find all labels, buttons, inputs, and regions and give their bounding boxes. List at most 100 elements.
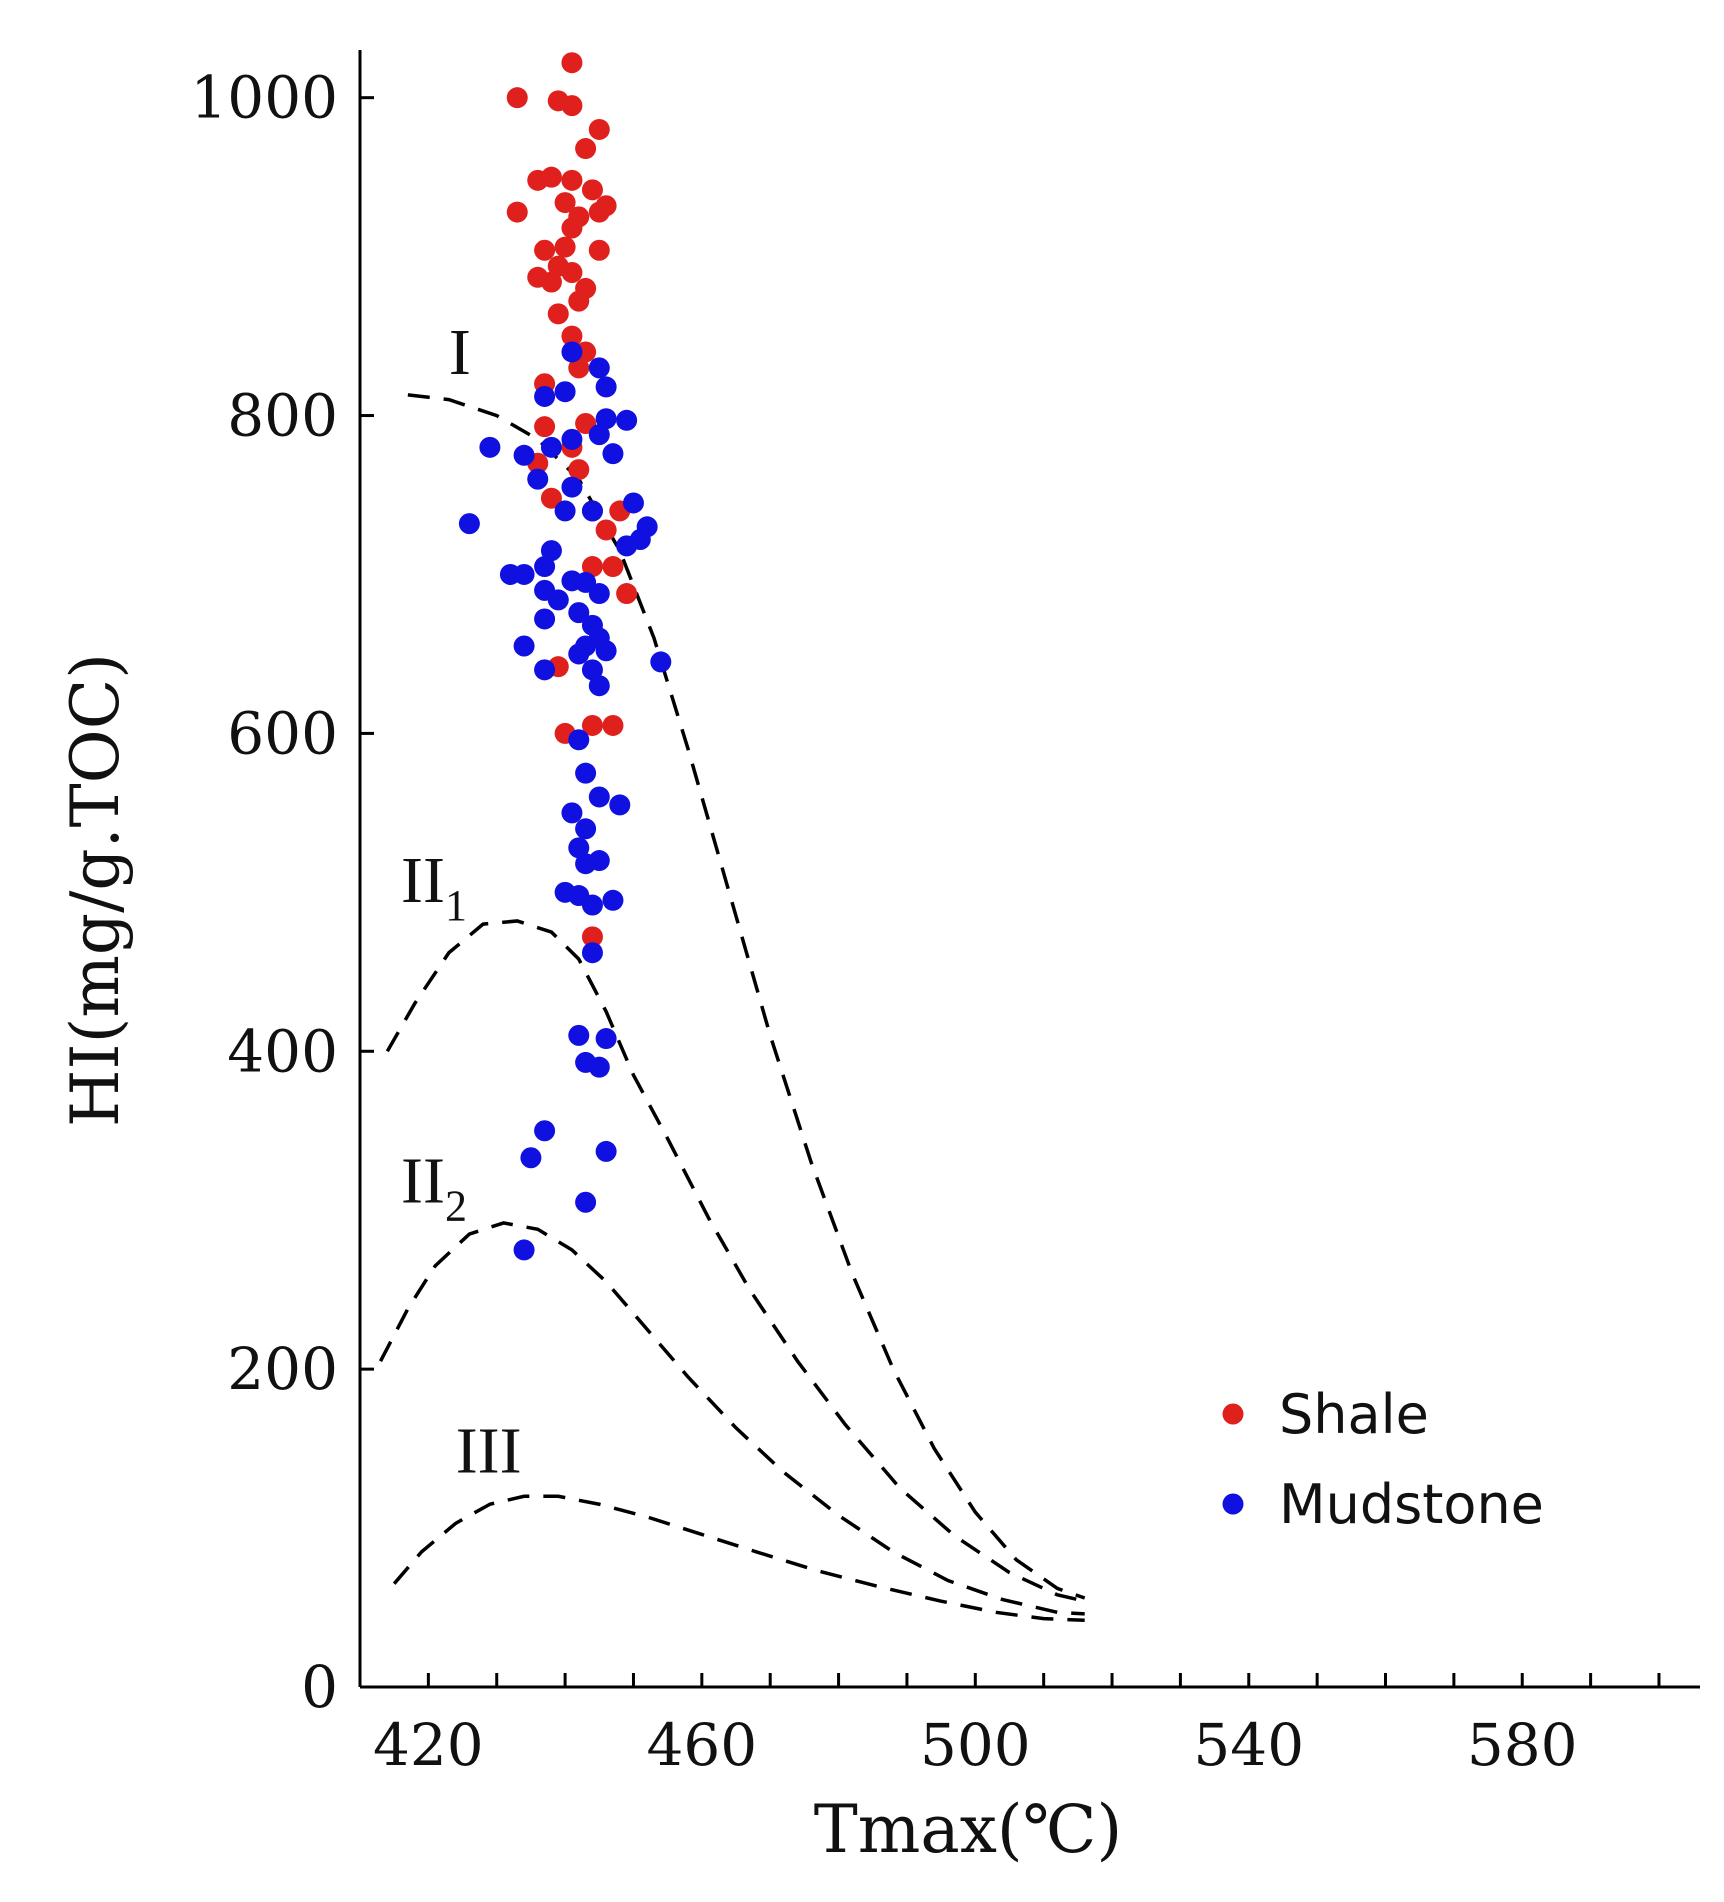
mudstone-point [650, 651, 672, 673]
mudstone-point [595, 408, 617, 430]
x-tick-label: 460 [646, 1711, 757, 1779]
y-tick-label: 400 [227, 1017, 338, 1085]
mudstone-point [609, 794, 631, 816]
mudstone-point [479, 436, 501, 458]
mudstone-point [547, 589, 569, 611]
curve-III [392, 1494, 1085, 1622]
shale-point [588, 118, 610, 140]
legend-label-shale: Shale [1279, 1383, 1429, 1446]
shale-point [581, 556, 603, 578]
y-tick-label: 800 [227, 382, 338, 450]
shale-point [568, 290, 590, 312]
mudstone-point [602, 443, 624, 465]
mudstone-point [595, 1028, 617, 1050]
mudstone-point [575, 762, 597, 784]
shale-point [588, 239, 610, 261]
mudstone-point [595, 1140, 617, 1162]
curve-label-I: I [449, 316, 471, 389]
mudstone-point [588, 424, 610, 446]
mudstone-point [575, 853, 597, 875]
shale-point [561, 95, 583, 117]
shale-point [561, 169, 583, 191]
mudstone-point [588, 786, 610, 808]
mudstone-point [513, 563, 535, 585]
mudstone-point [616, 409, 638, 431]
mudstone-point [588, 357, 610, 379]
mudstone-point [568, 643, 590, 665]
shale-point [595, 519, 617, 541]
mudstone-point [588, 1056, 610, 1078]
mudstone-point [616, 535, 638, 557]
shale-point [547, 303, 569, 325]
mudstone-point [575, 1191, 597, 1213]
mudstone-point [458, 513, 480, 535]
shale-point [506, 87, 528, 109]
y-axis-title: HI(mg/g.TOC) [57, 653, 134, 1127]
shale-point [602, 714, 624, 736]
mudstone-point [581, 659, 603, 681]
curve-label-II2: II2 [401, 1144, 467, 1230]
legend-label-mudstone: Mudstone [1279, 1473, 1544, 1536]
mudstone-point [575, 818, 597, 840]
y-tick-label: 0 [301, 1653, 338, 1721]
y-tick-label: 1000 [190, 64, 338, 132]
y-tick-label: 600 [227, 699, 338, 767]
x-tick-label: 500 [920, 1711, 1031, 1779]
shale-point [581, 714, 603, 736]
shale-point [568, 459, 590, 481]
x-tick-label: 540 [1193, 1711, 1304, 1779]
shale-point [602, 556, 624, 578]
mudstone-point [534, 556, 556, 578]
mudstone-point [588, 675, 610, 697]
mudstone-point [513, 635, 535, 657]
shale-point [540, 271, 562, 293]
x-tick-label: 420 [373, 1711, 484, 1779]
y-tick-label: 200 [227, 1335, 338, 1403]
shale-point [554, 236, 576, 258]
mudstone-point [581, 942, 603, 964]
kerogen-type-curves: I II1 II2 III [378, 316, 1086, 1622]
mudstone-point [554, 500, 576, 522]
mudstone-point [602, 889, 624, 911]
shale-point [527, 169, 549, 191]
mudstone-point [527, 468, 549, 490]
shale-point [506, 201, 528, 223]
mudstone-point [581, 894, 603, 916]
shale-point [554, 192, 576, 214]
shale-point [534, 239, 556, 261]
mudstone-point [568, 729, 590, 751]
mudstone-point [540, 540, 562, 562]
shale-point [561, 325, 583, 347]
shale-point [616, 583, 638, 605]
mudstone-point [568, 1024, 590, 1046]
mudstone-point [622, 492, 644, 514]
mudstone-point [595, 376, 617, 398]
shale-point [588, 201, 610, 223]
legend-marker-shale [1222, 1403, 1244, 1425]
mudstone-point [513, 1239, 535, 1261]
curve-II2 [378, 1221, 1085, 1616]
shale-point [540, 487, 562, 509]
shale-point [568, 357, 590, 379]
mudstone-point [595, 640, 617, 662]
shale-point [575, 138, 597, 160]
mudstone-point [513, 444, 535, 466]
mudstone-point [534, 385, 556, 407]
mudstone-point [561, 476, 583, 498]
axes: 0 200 400 600 800 1000 420 460 500 540 580 [190, 50, 1700, 1779]
mudstone-point [534, 608, 556, 630]
mudstone-point [561, 341, 583, 363]
mudstone-point [534, 659, 556, 681]
mudstone-point [554, 381, 576, 403]
data-points [458, 52, 672, 1261]
mudstone-point [568, 837, 590, 859]
curve-label-III: III [456, 1414, 522, 1487]
shale-point [561, 52, 583, 74]
x-axis-title: Tmax(℃) [814, 1791, 1123, 1868]
mudstone-point [561, 802, 583, 824]
mudstone-point [568, 602, 590, 624]
mudstone-point [581, 500, 603, 522]
mudstone-point [561, 428, 583, 450]
shale-point [581, 179, 603, 201]
